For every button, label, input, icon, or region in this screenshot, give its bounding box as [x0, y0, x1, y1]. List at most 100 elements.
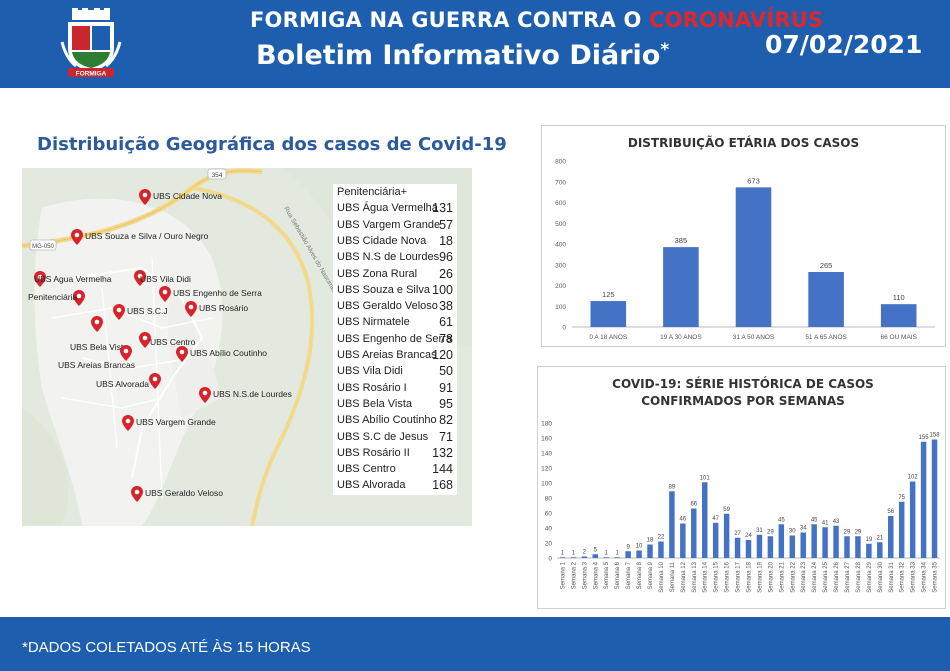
map-pin-icon	[71, 229, 83, 245]
map-pin-label: UBS Centro	[150, 337, 196, 347]
weekly-chart-category-label: Semana 30	[878, 561, 884, 592]
ubs-name: UBS Rosário I	[337, 381, 407, 394]
ubs-case-count: 131	[432, 201, 453, 216]
age-chart-svg: 0 100 200 300 400 500 600 700 800 125 0 A 18 ANOS 3…	[555, 159, 935, 341]
ubs-name: UBS Nirmatele	[337, 316, 410, 329]
map-pin-icon	[73, 290, 85, 306]
weekly-chart-bar	[888, 516, 894, 558]
weekly-chart-data-label: 1	[616, 550, 620, 556]
weekly-chart-data-label: 75	[898, 495, 905, 501]
weekly-chart-category-label: Semana 28	[856, 561, 862, 592]
weekly-chart-bar	[570, 557, 577, 558]
map-pin[interactable]	[176, 346, 188, 362]
age-chart-data-label: 125	[602, 290, 615, 299]
map-pin-label: UBS Souza e Silva / Ouro Negro	[85, 231, 209, 241]
weekly-chart-data-label: 24	[745, 533, 752, 539]
map-pin[interactable]	[120, 345, 132, 361]
weekly-chart-category-label: Semana 32	[900, 561, 906, 592]
weekly-chart-data-label: 2	[583, 550, 587, 556]
weekly-chart-category-label: Semana 5	[604, 561, 610, 589]
weekly-chart-category-label: Semana 10	[659, 561, 665, 592]
age-chart-data-label: 265	[820, 261, 833, 270]
weekly-chart-category-label: Semana 4	[593, 561, 599, 589]
weekly-chart-bar	[822, 527, 828, 558]
ubs-name: UBS Água Vermelha	[337, 202, 438, 215]
weekly-chart-data-label: 1	[605, 550, 609, 556]
age-chart-ytick: 800	[555, 159, 566, 166]
ubs-cases-table: Penitenciária+ UBS Água Vermelha 131 UBS Va…	[333, 184, 457, 495]
weekly-chart-data-label: 30	[789, 529, 796, 535]
ubs-case-count: 18	[439, 233, 453, 248]
weekly-chart-data-label: 9	[626, 544, 630, 550]
ubs-case-count: 38	[439, 299, 453, 314]
map-pin[interactable]	[131, 486, 143, 502]
age-chart-category-label: 19 A 30 ANOS	[660, 334, 702, 341]
map-pin[interactable]	[73, 290, 85, 306]
map-pin-icon	[34, 271, 46, 287]
map-pin[interactable]	[185, 301, 197, 317]
map-pin-icon	[176, 346, 188, 362]
weekly-chart-title: COVID-19: SÉRIE HISTÓRICA DE CASOS CONFI…	[612, 377, 874, 408]
ubs-case-count: 168	[432, 478, 453, 493]
ubs-table-row: UBS Vila Didi 50	[337, 364, 457, 381]
weekly-chart-data-label: 21	[876, 535, 883, 541]
age-chart-bar	[880, 304, 917, 327]
weekly-chart-bar	[866, 543, 872, 558]
map-pin[interactable]	[34, 271, 46, 287]
weekly-chart-bar	[931, 439, 938, 558]
ubs-table-row: UBS Souza e Silva 100	[337, 283, 457, 300]
map-pin[interactable]	[122, 415, 134, 431]
weekly-chart-data-label: 43	[833, 519, 840, 525]
ubs-table-row: UBS Engenho de Serra 78	[337, 332, 457, 349]
ubs-case-count: 50	[439, 364, 453, 379]
map-pin[interactable]	[139, 332, 151, 348]
map-pin[interactable]	[159, 286, 171, 302]
ubs-table-row: UBS Rosário I 91	[337, 381, 457, 398]
ubs-table-row: UBS Centro 144	[337, 462, 457, 479]
weekly-chart-data-label: 34	[800, 526, 807, 532]
map-pin-label: UBS Areias Brancas	[58, 360, 136, 370]
weekly-chart-category-label: Semana 11	[670, 561, 676, 592]
weekly-chart-category-label: Semana 25	[823, 561, 829, 592]
weekly-chart-data-label: 29	[855, 529, 862, 535]
ubs-table-row: UBS Nirmatele 61	[337, 315, 457, 332]
ubs-table-row: UBS Rosário II 132	[337, 446, 457, 463]
map-pin-label: UBS N.S.de Lourdes	[213, 389, 292, 399]
weekly-chart-data-label: 22	[658, 535, 665, 541]
map-pin-label: UBS Bela Vista	[70, 342, 128, 352]
map-pin[interactable]	[71, 229, 83, 245]
map-pin[interactable]	[149, 373, 161, 389]
map-pin-label: UBS Abílio Coutinho	[190, 348, 268, 358]
weekly-chart-bar	[877, 542, 883, 558]
map-pin-icon	[149, 373, 161, 389]
road-label-354: 354	[212, 172, 223, 179]
weekly-chart-category-label: Semana 29	[867, 561, 873, 592]
map-background: 354 MG-050 Rua Sebastião Alves do Nascim…	[22, 168, 472, 526]
weekly-chart-bar	[789, 535, 796, 558]
weekly-chart-bar	[800, 532, 806, 558]
weekly-chart-bar	[844, 536, 850, 558]
map-pin[interactable]	[199, 387, 211, 403]
weekly-chart-data-label: 19	[866, 537, 873, 543]
weekly-chart-category-label: Semana 34	[922, 561, 928, 592]
weekly-chart-data-label: 45	[778, 517, 785, 523]
map-pin[interactable]	[139, 189, 151, 205]
weekly-chart-ytick: 20	[545, 541, 553, 548]
weekly-chart-bar	[647, 544, 653, 558]
map-pin[interactable]	[134, 270, 146, 286]
ubs-case-count: 61	[439, 315, 453, 330]
ubs-case-count: 71	[439, 429, 453, 444]
map-pin[interactable]	[113, 304, 125, 320]
weekly-chart-data-label: 41	[822, 520, 829, 526]
map-pin-label: UBS Alvorada	[96, 379, 149, 389]
ubs-table-row: UBS Água Vermelha 131	[337, 201, 457, 218]
weekly-chart-category-label: Semana 23	[801, 561, 807, 592]
map-pin-icon	[113, 304, 125, 320]
map-pin-label: UBS Engenho de Serra	[173, 288, 262, 298]
weekly-chart-bar	[691, 508, 697, 558]
weekly-chart-bar	[559, 557, 566, 558]
weekly-chart-category-label: Semana 15	[714, 561, 720, 592]
map-pin[interactable]	[91, 316, 103, 332]
weekly-chart-ytick: 0	[548, 556, 552, 563]
weekly-chart-data-label: 47	[712, 516, 719, 522]
